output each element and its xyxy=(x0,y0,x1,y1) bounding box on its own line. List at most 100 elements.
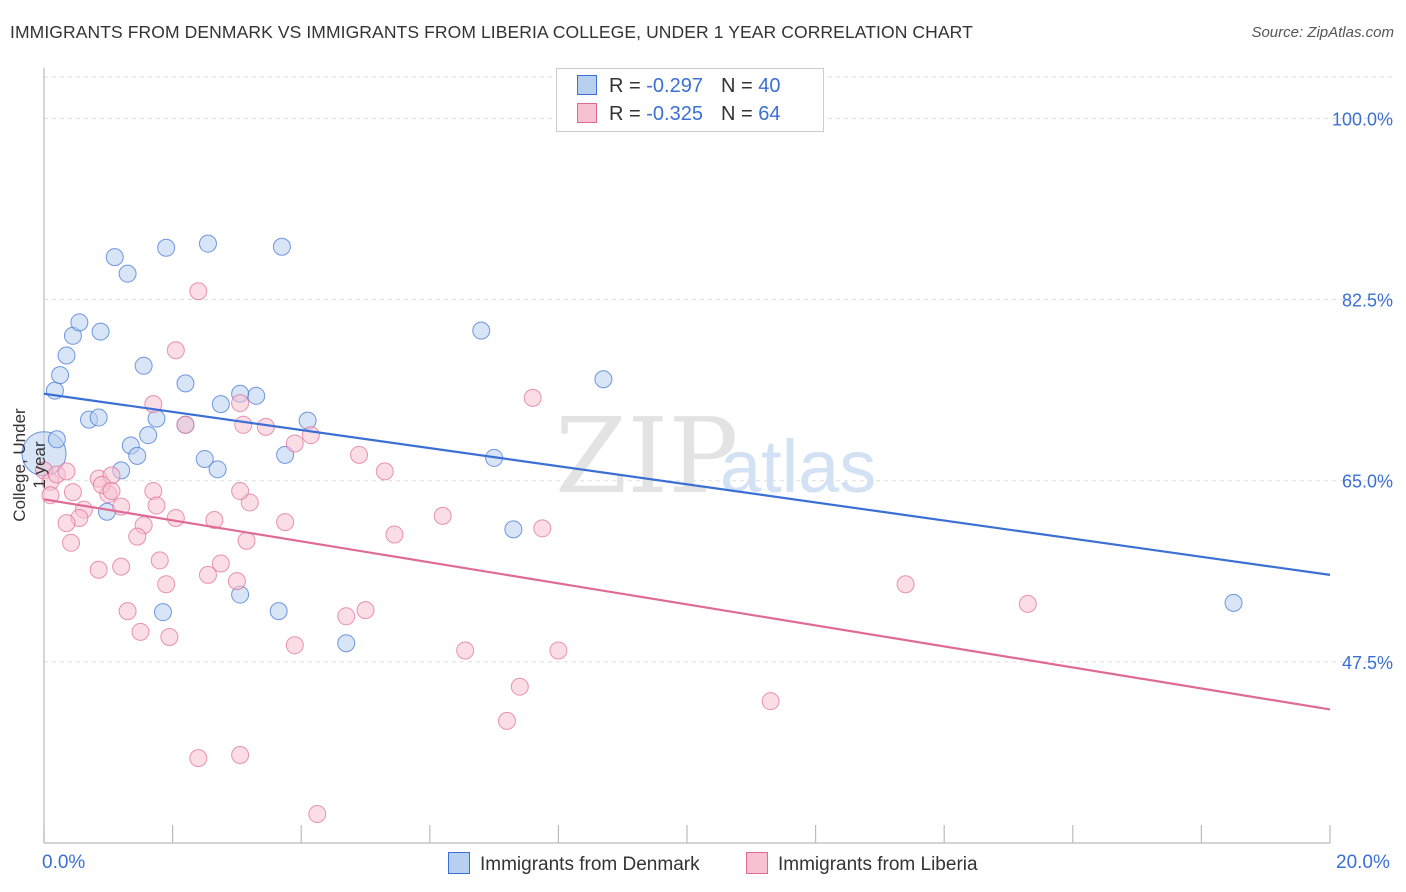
liberia-point xyxy=(375,462,394,481)
y-tick-label: 65.0% xyxy=(1342,472,1393,492)
legend-r-label: R = xyxy=(609,103,647,125)
gridlines xyxy=(44,76,1394,663)
liberia-point xyxy=(276,513,295,532)
liberia-point xyxy=(285,636,304,655)
legend-swatch-blue xyxy=(577,75,597,95)
data-points xyxy=(21,234,1243,824)
liberia-point xyxy=(227,572,246,591)
denmark-trend-line xyxy=(43,392,1331,576)
legend-row-liberia: R = -0.325 N = 64 xyxy=(577,103,780,126)
liberia-point xyxy=(231,482,250,501)
denmark-point xyxy=(47,430,66,449)
liberia-point xyxy=(211,554,230,573)
y-tick-label: 47.5% xyxy=(1342,653,1393,673)
denmark-point xyxy=(51,366,70,385)
liberia-point xyxy=(231,746,250,765)
liberia-point xyxy=(549,641,568,660)
legend-row-denmark: R = -0.297 N = 40 xyxy=(577,75,780,98)
legend-n-label: N = xyxy=(720,103,759,125)
bottom-legend-swatch-blue xyxy=(448,852,470,874)
liberia-point xyxy=(523,388,542,407)
liberia-point xyxy=(285,434,304,453)
liberia-point xyxy=(118,602,137,621)
liberia-point xyxy=(176,415,195,434)
legend-n-label: N = xyxy=(720,75,759,97)
liberia-point xyxy=(510,677,529,696)
denmark-point xyxy=(134,356,153,375)
legend-r-value: -0.297 xyxy=(646,75,703,97)
liberia-point xyxy=(166,508,185,527)
liberia-point xyxy=(128,527,147,546)
denmark-point xyxy=(272,237,291,256)
denmark-point xyxy=(176,374,195,393)
bottom-legend-liberia: Immigrants from Liberia xyxy=(746,852,978,876)
liberia-point xyxy=(150,551,169,570)
liberia-point xyxy=(385,525,404,544)
liberia-point xyxy=(89,560,108,579)
liberia-point xyxy=(456,641,475,660)
denmark-point xyxy=(1224,593,1243,612)
liberia-point xyxy=(57,514,76,533)
axes xyxy=(43,68,1331,844)
denmark-point xyxy=(269,602,288,621)
denmark-point xyxy=(91,322,110,341)
legend-r-label: R = xyxy=(609,75,647,97)
liberia-point xyxy=(62,533,81,552)
denmark-point xyxy=(89,408,108,427)
liberia-point xyxy=(112,557,131,576)
watermark-zip: ZIP xyxy=(555,395,738,517)
liberia-point xyxy=(166,341,185,360)
denmark-point xyxy=(153,603,172,622)
liberia-point xyxy=(189,282,208,301)
y-tick-label: 100.0% xyxy=(1332,109,1393,129)
liberia-point xyxy=(337,607,356,626)
denmark-point xyxy=(472,321,491,340)
liberia-point xyxy=(160,628,179,647)
liberia-point xyxy=(147,496,166,515)
liberia-point xyxy=(350,445,369,464)
trend-lines xyxy=(43,392,1331,711)
liberia-point xyxy=(102,482,121,501)
correlation-legend: R = -0.297 N = 40 R = -0.325 N = 64 xyxy=(556,68,824,132)
denmark-point xyxy=(57,346,76,365)
legend-r-value: -0.325 xyxy=(646,103,703,125)
denmark-point xyxy=(139,426,158,445)
liberia-point xyxy=(308,805,327,824)
liberia-point xyxy=(63,483,82,502)
bottom-legend-label: Immigrants from Liberia xyxy=(778,854,978,875)
denmark-point xyxy=(70,313,89,332)
watermark: ZIP atlas xyxy=(555,395,876,517)
bottom-legend-swatch-pink xyxy=(746,852,768,874)
liberia-point xyxy=(157,575,176,594)
legend-n-value: 40 xyxy=(758,75,781,97)
liberia-point xyxy=(237,531,256,550)
chart-title: IMMIGRANTS FROM DENMARK VS IMMIGRANTS FR… xyxy=(10,22,973,42)
y-axis-label: College, Under 1 year xyxy=(10,408,49,522)
liberia-point xyxy=(533,519,552,538)
denmark-point xyxy=(157,238,176,257)
denmark-point xyxy=(198,234,217,253)
denmark-point xyxy=(594,370,613,389)
liberia-point xyxy=(356,601,375,620)
x-axis-max-label: 20.0% xyxy=(1336,852,1390,873)
denmark-point xyxy=(105,248,124,267)
denmark-point xyxy=(504,520,523,539)
chart-source: Source: ZipAtlas.com xyxy=(1251,24,1394,41)
denmark-point xyxy=(337,634,356,653)
liberia-trend-line xyxy=(43,498,1331,711)
liberia-point xyxy=(761,692,780,711)
watermark-atlas: atlas xyxy=(720,425,876,508)
liberia-point xyxy=(433,506,452,525)
liberia-point xyxy=(189,749,208,768)
denmark-point xyxy=(195,449,214,468)
bottom-legend-label: Immigrants from Denmark xyxy=(480,854,700,875)
liberia-point xyxy=(205,511,224,530)
liberia-point xyxy=(896,575,915,594)
denmark-point xyxy=(128,446,147,465)
y-tick-label: 82.5% xyxy=(1342,291,1393,311)
denmark-point xyxy=(118,264,137,283)
denmark-point xyxy=(208,460,227,479)
liberia-point xyxy=(57,462,76,481)
legend-n-value: 64 xyxy=(758,103,781,125)
